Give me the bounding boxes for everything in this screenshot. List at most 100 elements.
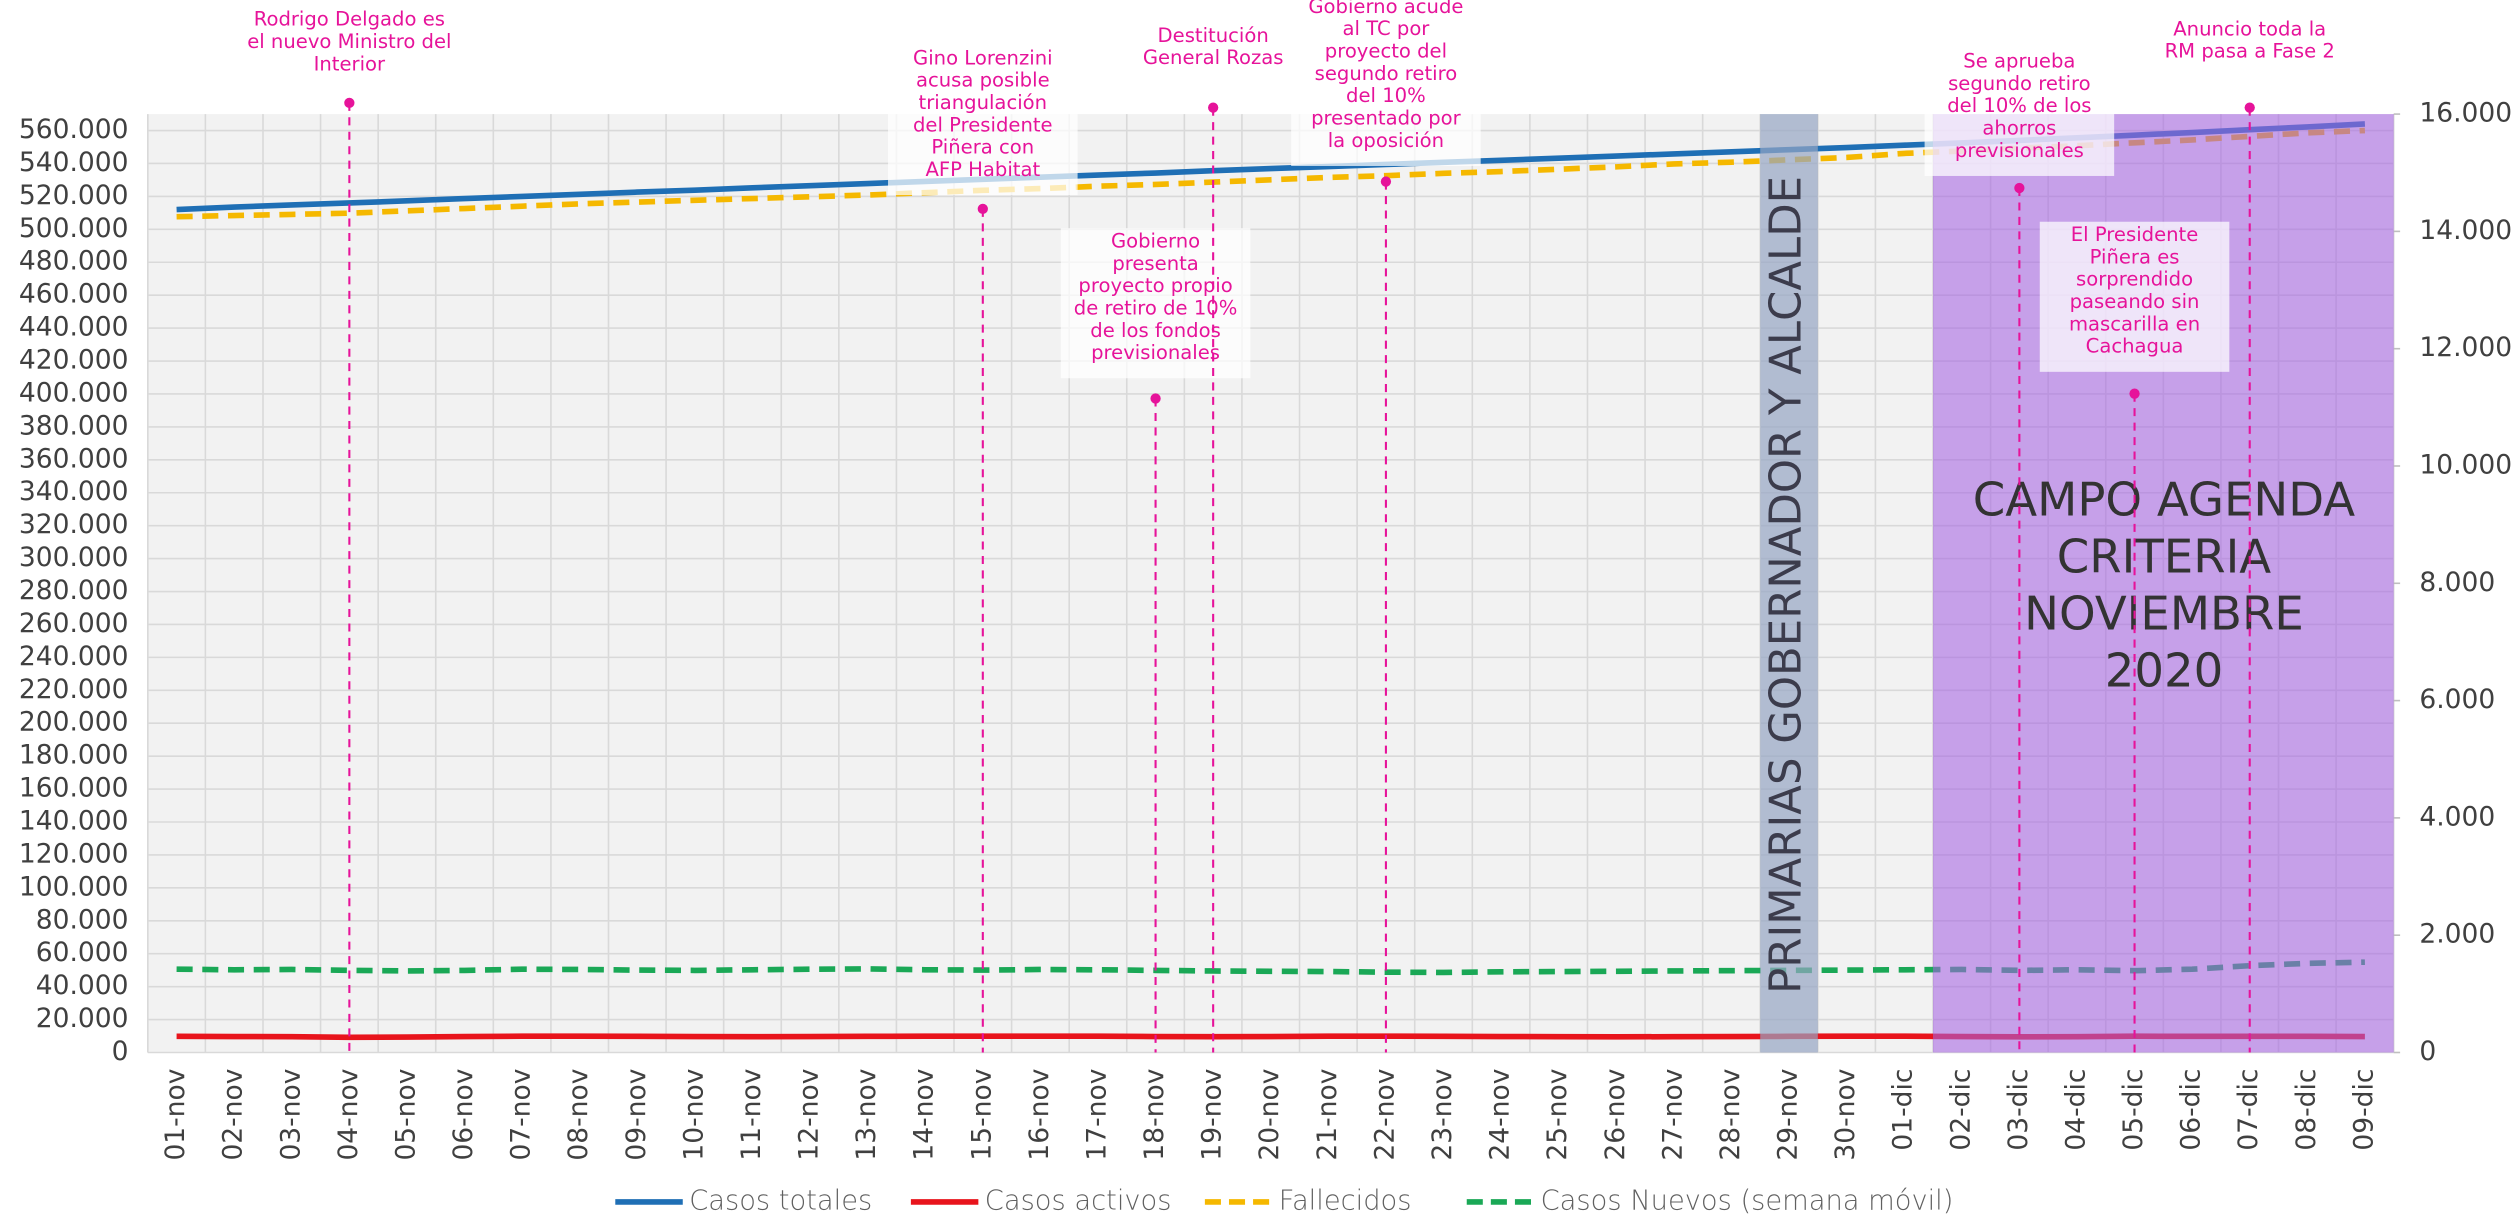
annotation-text: presentado por: [1311, 107, 1462, 130]
y-tick-label: 560.000: [19, 114, 129, 145]
y-tick-label: 180.000: [19, 740, 129, 771]
y2-tick-label: 10.000: [2419, 449, 2512, 480]
x-tick-label: 10-nov: [678, 1069, 709, 1161]
y-tick-label: 160.000: [19, 773, 129, 804]
annotation-box: [1291, 0, 1481, 166]
annotation-text: proyecto del: [1325, 40, 1447, 63]
annotation-box: [1924, 48, 2115, 176]
annotation-dot: [1380, 176, 1392, 187]
annotation-text: Gobierno acude: [1308, 0, 1463, 18]
y-tick-label: 340.000: [19, 476, 129, 507]
y-tick-label: 520.000: [19, 180, 129, 211]
x-tick-label: 29-nov: [1773, 1069, 1804, 1161]
x-tick-label: 14-nov: [909, 1069, 940, 1161]
annotation-text: del Presidente: [913, 113, 1053, 136]
y-tick-label: 120.000: [19, 838, 129, 869]
y-tick-label: 480.000: [19, 246, 129, 277]
annotation-dot: [1208, 102, 1219, 113]
x-tick-label: 01-nov: [160, 1069, 191, 1161]
x-tick-label: 17-nov: [1081, 1069, 1112, 1161]
x-tick-label: 23-nov: [1427, 1069, 1458, 1161]
annotation-text: Se aprueba: [1963, 49, 2075, 72]
x-tick-label: 28-nov: [1715, 1069, 1746, 1161]
x-tick-label: 02-nov: [218, 1069, 249, 1161]
x-tick-label: 08-dic: [2291, 1069, 2322, 1151]
x-tick-label: 11-nov: [736, 1069, 767, 1161]
annotation-dot: [2129, 388, 2140, 399]
y-tick-label: 260.000: [19, 608, 129, 639]
x-tick-label: 08-nov: [563, 1069, 594, 1161]
legend-label: Casos activos: [985, 1185, 1172, 1216]
annotation-text: Piñera es: [2090, 245, 2180, 268]
annotation-text: Anuncio toda la: [2173, 17, 2326, 40]
y2-tick-label: 16.000: [2419, 98, 2512, 129]
annotation-box: [888, 44, 1078, 196]
region-label: CRITERIA: [2057, 529, 2272, 583]
x-tick-label: 02-dic: [1945, 1069, 1976, 1151]
annotation-text: de los fondos: [1090, 319, 1221, 342]
y-tick-label: 240.000: [19, 641, 129, 672]
x-tick-label: 27-nov: [1657, 1069, 1688, 1161]
region-label: 2020: [2105, 644, 2224, 698]
annotation-box: [2039, 221, 2230, 372]
annotation-text: del 10%: [1346, 84, 1426, 107]
annotation-text: Cachagua: [2086, 335, 2184, 358]
x-tick-label: 01-dic: [1888, 1069, 1919, 1151]
y-tick-label: 380.000: [19, 410, 129, 441]
x-tick-label: 04-nov: [333, 1069, 364, 1161]
annotation-text: paseando sin: [2070, 290, 2200, 313]
annotation-text: proyecto propio: [1078, 274, 1232, 297]
x-tick-label: 09-dic: [2348, 1069, 2379, 1151]
annotation-text: RM pasa a Fase 2: [2165, 40, 2335, 63]
x-tick-label: 12-nov: [794, 1069, 825, 1161]
legend-label: Casos Nuevos (semana móvil): [1541, 1185, 1954, 1216]
annotation-text: El Presidente: [2071, 223, 2199, 246]
x-tick-label: 09-nov: [621, 1069, 652, 1161]
y-tick-label: 200.000: [19, 707, 129, 738]
legend-label: Fallecidos: [1279, 1185, 1412, 1216]
y-tick-label: 40.000: [36, 970, 129, 1001]
annotation-text: AFP Habitat: [925, 158, 1040, 181]
y-tick-label: 440.000: [19, 312, 129, 343]
x-tick-label: 25-nov: [1542, 1069, 1573, 1161]
region-label: PRIMARIAS GOBERNADOR Y ALCALDE: [1762, 176, 1812, 994]
x-tick-label: 04-dic: [2060, 1069, 2091, 1151]
annotation-text: segundo retiro: [1315, 62, 1458, 85]
annotation-dot: [2014, 182, 2025, 194]
y-tick-label: 280.000: [19, 575, 129, 606]
y2-tick-label: 4.000: [2419, 801, 2495, 832]
x-tick-label: 18-nov: [1139, 1069, 1170, 1161]
annotation-text: ahorros: [1982, 116, 2056, 139]
annotation-text: Destitución: [1158, 24, 1269, 47]
y-tick-label: 540.000: [19, 147, 129, 178]
annotation-text: el nuevo Ministro del: [247, 30, 451, 53]
annotation-text: mascarilla en: [2069, 312, 2200, 335]
y-tick-label: 500.000: [19, 213, 129, 244]
annotation-text: sorprendido: [2076, 268, 2193, 291]
annotation-dot: [2244, 102, 2255, 113]
x-tick-label: 07-dic: [2233, 1069, 2264, 1151]
y-tick-label: 80.000: [36, 904, 129, 935]
annotation-text: Interior: [314, 52, 386, 75]
x-tick-label: 05-dic: [2118, 1069, 2149, 1151]
x-tick-label: 06-nov: [448, 1069, 479, 1161]
highlight-region: [1760, 114, 1818, 1053]
series-line: [176, 959, 2365, 976]
annotation-text: de retiro de 10%: [1074, 296, 1238, 319]
x-tick-label: 03-dic: [2003, 1069, 2034, 1151]
y2-tick-label: 6.000: [2419, 684, 2495, 715]
x-tick-label: 13-nov: [851, 1069, 882, 1161]
y-tick-label: 420.000: [19, 345, 129, 376]
x-tick-label: 03-nov: [275, 1069, 306, 1161]
annotation-text: del 10% de los: [1947, 94, 2091, 117]
annotation-box: [1060, 228, 1251, 379]
x-tick-label: 20-nov: [1254, 1069, 1285, 1161]
region-label: NOVIEMBRE: [2024, 587, 2304, 641]
region-label: CAMPO AGENDA: [1973, 472, 2356, 526]
annotation-text: Gobierno: [1111, 229, 1200, 252]
x-tick-label: 15-nov: [966, 1069, 997, 1161]
y-tick-label: 460.000: [19, 279, 129, 310]
y-tick-label: 220.000: [19, 674, 129, 705]
annotation-dot: [977, 203, 988, 215]
legend-label: Casos totales: [689, 1185, 872, 1216]
